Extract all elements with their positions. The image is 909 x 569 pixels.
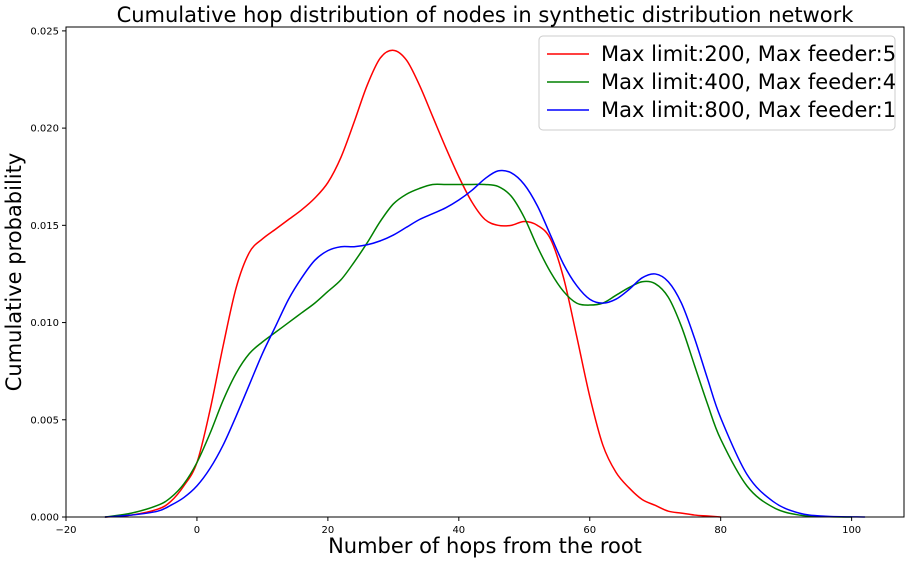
y-tick-label: 0.015 bbox=[30, 221, 59, 232]
x-tick-label: 80 bbox=[714, 525, 727, 536]
legend-box bbox=[538, 35, 896, 131]
legend-label-1: Max limit:200, Max feeder:5 bbox=[601, 42, 896, 66]
y-tick-label: 0.010 bbox=[30, 318, 59, 329]
y-tick-label: 0.000 bbox=[30, 513, 59, 524]
series-line-1 bbox=[104, 49, 722, 518]
y-tick-label: 0.025 bbox=[30, 26, 59, 37]
x-tick-label: 60 bbox=[583, 525, 596, 536]
x-tick-label: 100 bbox=[842, 525, 861, 536]
legend: Max limit:200, Max feeder:5 Max limit:400… bbox=[538, 35, 896, 131]
series-line-2 bbox=[104, 183, 853, 518]
x-tick-label: 40 bbox=[452, 525, 465, 536]
x-tick-label: −20 bbox=[55, 525, 76, 536]
x-axis-label: Number of hops from the root bbox=[328, 534, 642, 558]
series-line-3 bbox=[104, 169, 866, 518]
x-tick-label: 0 bbox=[194, 525, 200, 536]
ticks-layer: −20 0 20 40 60 80 100 0.000 0.005 0.010 0.015 0.020… bbox=[30, 26, 861, 536]
y-tick-label: 0.005 bbox=[30, 415, 59, 426]
chart-title: Cumulative hop distribution of nodes in … bbox=[117, 3, 855, 27]
y-tick-label: 0.020 bbox=[30, 124, 59, 135]
plot-frame bbox=[65, 26, 905, 518]
legend-label-3: Max limit:800, Max feeder:1 bbox=[601, 98, 896, 122]
series-layer bbox=[104, 49, 866, 518]
legend-label-2: Max limit:400, Max feeder:4 bbox=[601, 70, 896, 94]
y-axis-label: Cumulative probability bbox=[2, 153, 26, 392]
x-tick-label: 20 bbox=[322, 525, 335, 536]
